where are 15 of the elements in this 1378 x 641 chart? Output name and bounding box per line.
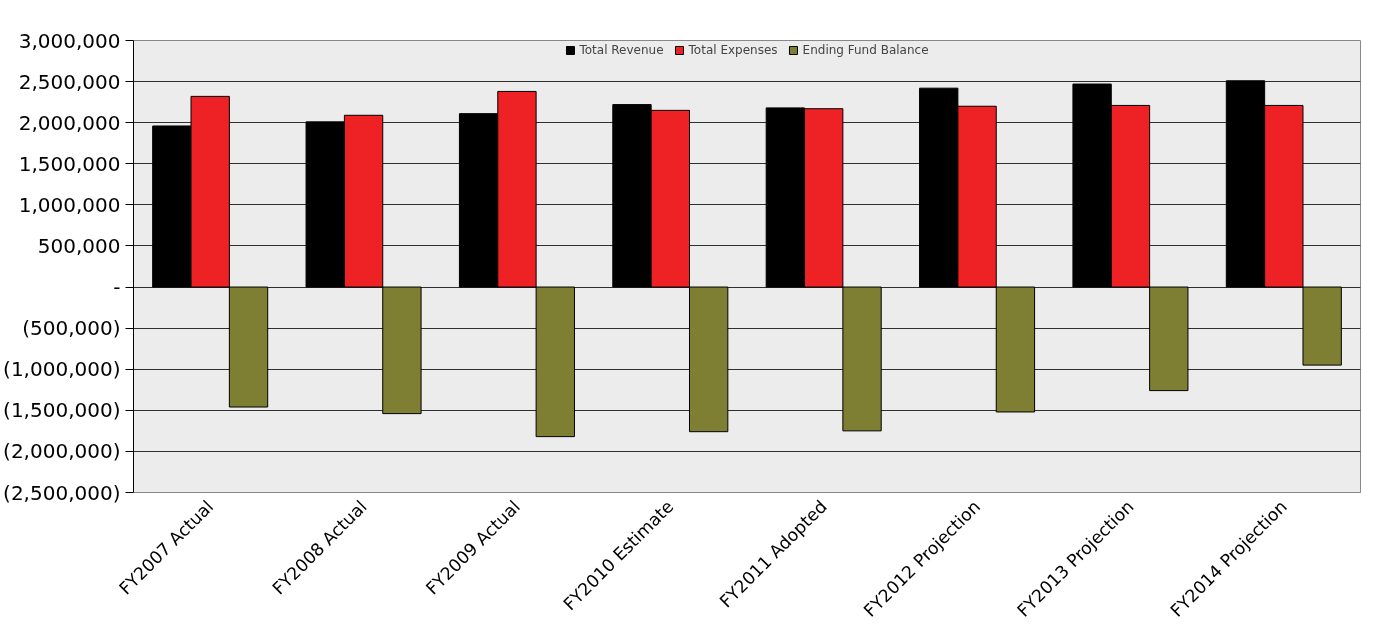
y-tick-label: 2,000,000 <box>18 110 121 135</box>
y-tick-label: 1,000,000 <box>18 192 121 217</box>
y-tick-label: 3,000,000 <box>18 28 121 53</box>
y-tick-label: (500,000) <box>22 316 121 341</box>
y-tick-label: 1,500,000 <box>18 151 121 176</box>
y-tick-label: (1,500,000) <box>3 398 121 423</box>
y-tick-label: (1,000,000) <box>3 357 121 382</box>
y-tick-label: (2,000,000) <box>3 439 121 464</box>
legend-label: Total Expenses <box>688 43 778 57</box>
y-tick-label: (2,500,000) <box>3 480 121 505</box>
legend-label: Ending Fund Balance <box>802 43 929 57</box>
y-tick-label: - <box>113 275 121 300</box>
y-tick-label: 500,000 <box>37 233 121 258</box>
y-tick-label: 2,500,000 <box>18 69 121 94</box>
legend-label: Total Revenue <box>579 43 664 57</box>
